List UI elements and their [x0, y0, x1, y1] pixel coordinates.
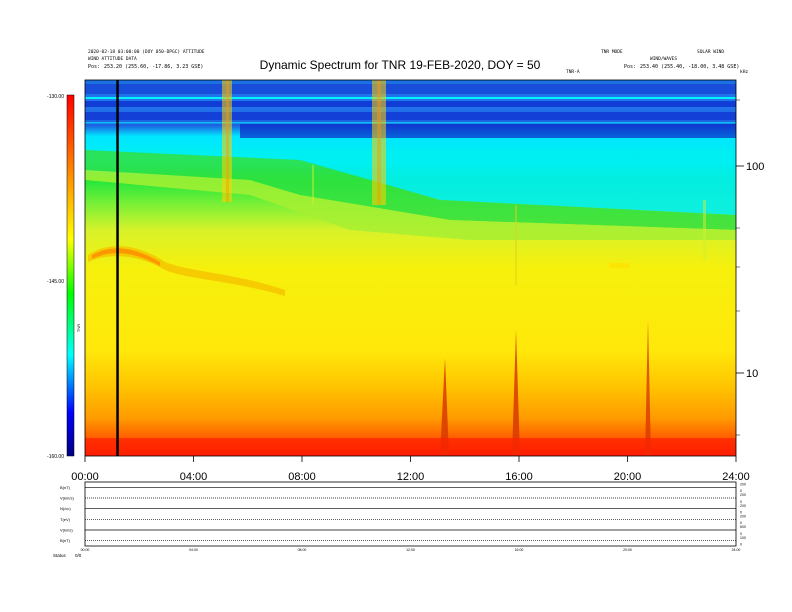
header-right-line2: WIND/WAVES	[650, 57, 678, 62]
spectrogram	[85, 80, 736, 456]
channel-label: TNR-A	[566, 70, 580, 75]
x-tick-label: 16:00	[505, 471, 533, 483]
colorbar-tick-mid: -145.00	[47, 279, 64, 285]
housekeeping-row-label: V(kms)	[60, 528, 73, 533]
header-right-pos-label: Pos:	[624, 64, 637, 70]
housekeeping-right-tick: 200	[740, 515, 746, 519]
housekeeping-x-tick-label: 20:00	[623, 548, 632, 552]
housekeeping-right-tick: 0	[740, 500, 742, 504]
housekeeping-right-tick: 200	[740, 504, 746, 508]
colorbar-tick-bottom: -160.00	[47, 454, 64, 460]
unit-label: kHz	[740, 70, 749, 75]
housekeeping-row-label: N(/cc)	[60, 506, 71, 511]
housekeeping-rows: B(nT)2000V(km/s)2000N(/cc)2000T(eV)2000V…	[60, 483, 746, 547]
header-right-pos-value: 253.40 (255.40, -18.00, 3.48 GSE)	[640, 64, 740, 70]
housekeeping-x-axis: 00:00 04:00 08:00 12:00 16:00 20:00 24:00	[81, 548, 741, 552]
colorbar-label: TNR	[76, 324, 81, 332]
x-tick-label: 04:00	[180, 471, 208, 483]
housekeeping-x-tick-label: 24:00	[732, 548, 741, 552]
x-tick-label: 00:00	[71, 471, 99, 483]
header-right-line1: TNR MODE	[601, 50, 623, 55]
header-left-pos-label: Pos:	[88, 64, 101, 70]
housekeeping-frame	[84, 481, 737, 547]
right-axis: 100 10	[736, 99, 764, 436]
x-tick-label: 24:00	[722, 471, 750, 483]
housekeeping-right-tick: 0	[740, 521, 742, 525]
housekeeping-status-label: Status	[53, 553, 67, 558]
housekeeping-right-tick: 0	[740, 532, 742, 536]
colorbar-tick-top: -130.00	[47, 94, 64, 100]
housekeeping-row-label: B(nT)	[60, 538, 71, 543]
header-left-line2: WIND ATTITUDE DATA	[88, 57, 137, 62]
colorbar	[66, 94, 75, 457]
housekeeping-right-tick: 0	[740, 543, 742, 547]
housekeeping-x-tick-label: 16:00	[515, 548, 524, 552]
housekeeping-x-tick-label: 12:00	[406, 548, 415, 552]
housekeeping-row-label: T(eV)	[60, 517, 71, 522]
housekeeping-right-tick: 0	[740, 489, 742, 493]
housekeeping-right-tick: 200	[740, 493, 746, 497]
housekeeping-status-value: 0/0	[75, 553, 82, 558]
x-axis: 00:00 04:00 08:00 12:00 16:00 20:00 24:00	[71, 456, 750, 483]
housekeeping-right-tick: 0	[740, 511, 742, 515]
housekeeping-right-tick: 600	[740, 525, 746, 529]
housekeeping-right-tick: 100	[740, 536, 746, 540]
x-tick-label: 08:00	[288, 471, 316, 483]
x-tick-label: 12:00	[397, 471, 425, 483]
housekeeping-right-tick: 200	[740, 483, 746, 487]
header-right-line3: SOLAR WIND	[697, 50, 725, 55]
y-tick-10: 10	[746, 368, 758, 380]
x-tick-label: 20:00	[614, 471, 642, 483]
y-tick-100: 100	[746, 161, 764, 173]
chart-title: Dynamic Spectrum for TNR 19-FEB-2020, DO…	[259, 58, 541, 72]
housekeeping-x-tick-label: 04:00	[189, 548, 198, 552]
housekeeping-row-label: V(km/s)	[60, 496, 74, 501]
header-left-line1: 2020-02-18 03:00:00 (DOY 050-DPGC) ATTIT…	[88, 50, 205, 55]
housekeeping-x-tick-label: 08:00	[298, 548, 307, 552]
header-left-pos-value: 253.20 (255.60, -17.86, 3.23 GSE)	[104, 64, 204, 70]
housekeeping-x-tick-label: 00:00	[81, 548, 90, 552]
housekeeping-row-label: B(nT)	[60, 485, 71, 490]
